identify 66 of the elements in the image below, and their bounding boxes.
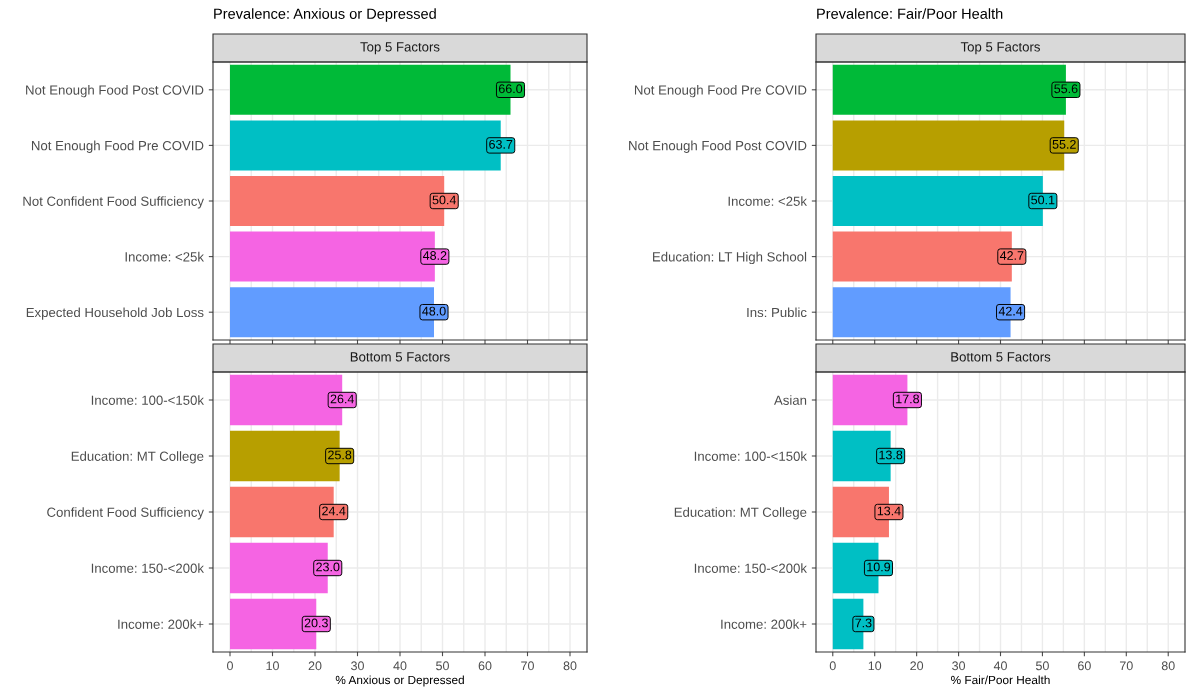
x-axis-title: % Fair/Poor Health <box>951 675 1050 685</box>
y-tick-label: Not Confident Food Sufficiency <box>23 196 204 209</box>
data-label: 66.0 <box>498 84 523 94</box>
data-label: 42.7 <box>999 251 1024 260</box>
x-tick-label: 50 <box>436 661 449 671</box>
y-tick-label: Confident Food Sufficiency <box>47 507 204 520</box>
data-label: 26.4 <box>330 394 354 404</box>
data-label: 63.7 <box>489 139 513 149</box>
y-tick-label: Income: 150-<200k <box>694 563 807 573</box>
data-label: 13.4 <box>877 506 901 516</box>
x-tick-label: 30 <box>952 661 966 671</box>
y-tick-label: Income: 200k+ <box>721 619 807 629</box>
data-label: 10.9 <box>867 562 891 572</box>
x-tick-label: 60 <box>1078 661 1091 671</box>
y-tick-label: Education: MT College <box>674 507 807 520</box>
x-tick-label: 10 <box>266 661 279 671</box>
x-tick-label: 80 <box>1161 661 1175 671</box>
data-label: 25.8 <box>328 450 352 460</box>
data-label: 42.4 <box>998 306 1023 316</box>
y-tick-label: Income: 100-<150k <box>694 451 807 461</box>
y-tick-label: Income: 100-<150k <box>91 395 204 405</box>
data-label: 23.0 <box>316 562 340 572</box>
data-label: 48.0 <box>422 306 446 316</box>
data-label: 55.6 <box>1054 84 1078 94</box>
data-label: 17.8 <box>896 394 920 404</box>
y-tick-label: Income: 200k+ <box>118 619 204 629</box>
x-tick-label: 30 <box>351 661 364 671</box>
x-tick-label: 70 <box>521 661 534 671</box>
data-label: 55.2 <box>1052 139 1076 149</box>
chart-subtitle: Top 5 Factors <box>960 42 1040 55</box>
chart-subtitle: Bottom 5 Factors <box>951 352 1051 362</box>
data-label: 20.3 <box>304 618 328 628</box>
y-tick-label: Not Enough Food Pre COVID <box>634 85 807 98</box>
x-tick-label: 70 <box>1119 661 1133 671</box>
y-tick-label: Income: 150-<200k <box>91 563 204 573</box>
chart-title: Prevalence: Anxious or Depressed <box>214 8 436 22</box>
chart-title: Prevalence: Fair/Poor Health <box>817 8 1003 19</box>
y-tick-label: Income: <25k <box>728 196 807 206</box>
y-tick-label: Not Enough Food Post COVID <box>629 140 807 153</box>
x-tick-label: 50 <box>1035 661 1049 671</box>
x-tick-label: 40 <box>393 661 407 671</box>
data-label: 50.4 <box>432 195 456 205</box>
chart-subtitle: Bottom 5 Factors <box>350 352 450 362</box>
y-tick-label: Asian <box>773 395 807 405</box>
data-label: 50.1 <box>1031 195 1055 205</box>
y-tick-label: Education: MT College <box>71 451 204 464</box>
x-tick-label: 20 <box>910 661 924 671</box>
y-tick-label: Not Enough Food Pre COVID <box>31 140 204 153</box>
y-tick-label: Not Enough Food Post COVID <box>26 85 204 98</box>
y-tick-label: Ins: Public <box>747 307 807 318</box>
data-label: 48.2 <box>422 251 447 260</box>
x-tick-label: 60 <box>478 661 492 671</box>
y-tick-label: Expected Household Job Loss <box>26 307 204 320</box>
data-label: 7.3 <box>855 618 872 628</box>
x-tick-label: 0 <box>829 661 836 671</box>
x-tick-label: 40 <box>993 661 1007 671</box>
data-label: 24.4 <box>322 506 346 516</box>
data-label: 13.8 <box>879 450 903 460</box>
x-tick-label: 20 <box>308 661 322 671</box>
x-tick-label: 10 <box>868 661 882 671</box>
chart-subtitle: Top 5 Factors <box>360 42 440 55</box>
x-tick-label: 0 <box>227 661 233 671</box>
x-tick-label: 80 <box>563 661 577 671</box>
y-tick-label: Income: <25k <box>125 251 204 262</box>
y-tick-label: Education: LT High School <box>653 251 807 265</box>
x-axis-title: % Anxious or Depressed <box>335 675 464 687</box>
